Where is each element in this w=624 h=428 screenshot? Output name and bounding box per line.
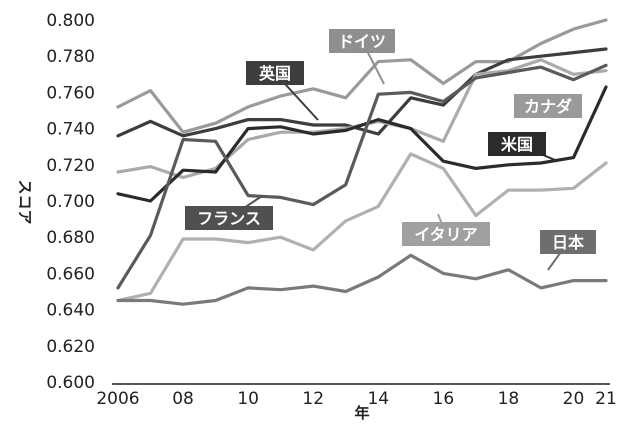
series-label-box <box>540 230 596 254</box>
series-label-box <box>246 61 304 85</box>
y-tick-label: 0.760 <box>46 83 95 103</box>
series-lines <box>116 18 608 306</box>
y-tick-label: 0.640 <box>46 301 95 321</box>
x-tick-label: 21 <box>595 389 617 409</box>
series-label: イタリア <box>414 225 477 244</box>
y-tick-label: 0.600 <box>46 373 95 393</box>
series-label: ドイツ <box>338 32 386 51</box>
series-label: 日本 <box>552 233 584 252</box>
y-tick-label: 0.740 <box>46 120 95 140</box>
series-line <box>116 18 608 134</box>
x-tick-label: 12 <box>302 389 324 409</box>
series-line <box>116 63 608 290</box>
series-label: 米国 <box>501 135 533 154</box>
x-axis-title: 年 <box>354 404 369 422</box>
y-tick-label: 0.680 <box>46 228 95 248</box>
x-axis-ticks: 2006 08 10 12 14 16 18 20 21 <box>96 389 616 409</box>
series-label-box <box>185 206 273 230</box>
series-label-box <box>514 94 582 118</box>
x-tick-label: 2006 <box>96 389 139 409</box>
x-tick-label: 18 <box>498 389 520 409</box>
x-tick-label: 10 <box>237 389 259 409</box>
y-tick-label: 0.720 <box>46 156 95 176</box>
y-tick-label: 0.780 <box>46 47 95 67</box>
series-label: カナダ <box>524 97 572 116</box>
series-label: フランス <box>197 209 261 228</box>
series-line <box>116 85 608 203</box>
series-line <box>116 152 608 303</box>
y-tick-label: 0.660 <box>46 264 95 284</box>
x-tick-label: 14 <box>367 389 389 409</box>
y-tick-label: 0.620 <box>46 337 95 357</box>
series-line <box>116 47 608 138</box>
x-tick-label: 08 <box>172 389 194 409</box>
y-tick-label: 0.700 <box>46 192 95 212</box>
x-tick-label: 16 <box>433 389 455 409</box>
series-label-box <box>402 222 490 246</box>
y-axis-ticks: 0.600 0.620 0.640 0.660 0.680 0.700 0.720 0.740… <box>46 11 95 393</box>
y-tick-label: 0.800 <box>46 11 95 31</box>
series-label: 英国 <box>258 64 291 83</box>
series-label-box <box>488 132 546 156</box>
y-axis-title: スコア <box>16 179 34 224</box>
series-label-box <box>329 29 395 53</box>
x-tick-label: 20 <box>563 389 585 409</box>
series-line <box>116 253 608 306</box>
